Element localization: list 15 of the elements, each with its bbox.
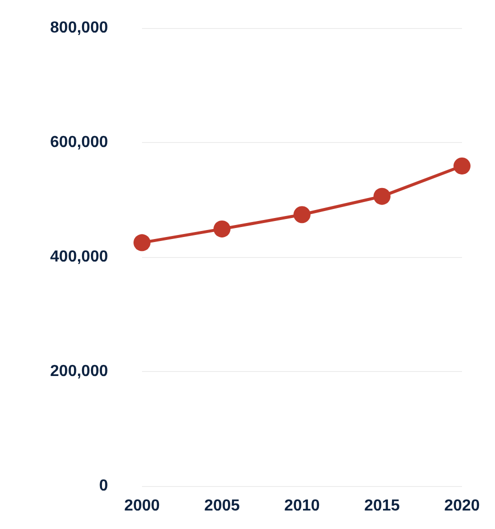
y-tick-label: 400,000 bbox=[50, 248, 108, 266]
x-tick-label: 2005 bbox=[204, 498, 240, 514]
point bbox=[374, 188, 390, 205]
y-tick-label: 200,000 bbox=[50, 363, 108, 380]
point bbox=[454, 157, 470, 174]
y-tick-label: 800,000 bbox=[50, 20, 108, 36]
point bbox=[294, 206, 310, 224]
point bbox=[214, 220, 230, 238]
x-tick-label: 2010 bbox=[284, 498, 320, 514]
x-tick-label: 2000 bbox=[124, 498, 160, 514]
x-tick-label: 2015 bbox=[364, 498, 400, 514]
point bbox=[134, 234, 150, 252]
y-tick-label: 600,000 bbox=[50, 134, 108, 151]
x-tick-label: 2020 bbox=[444, 498, 480, 514]
y-tick-label: 0 bbox=[99, 478, 108, 494]
